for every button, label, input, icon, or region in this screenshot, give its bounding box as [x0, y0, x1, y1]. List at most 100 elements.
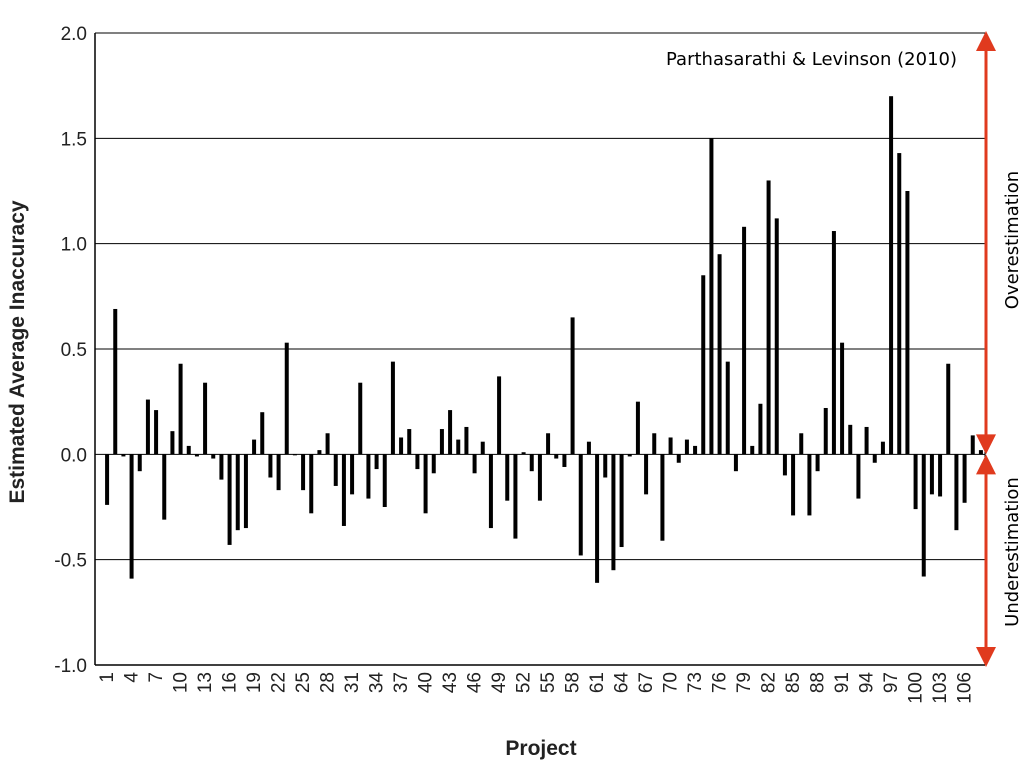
x-tick-label: 76	[710, 672, 731, 693]
x-tick-label: 16	[220, 672, 241, 693]
bar	[382, 454, 387, 507]
y-tick-labels: 2.0 1.5 1.0 0.5 0.0 -0.5 -1.0	[54, 24, 87, 677]
bar	[252, 439, 257, 455]
bar	[864, 426, 869, 455]
bar	[358, 382, 363, 455]
bar	[750, 445, 755, 455]
bar	[913, 454, 918, 510]
bar	[480, 441, 485, 455]
bar	[301, 454, 306, 491]
x-tick-label: 79	[734, 672, 755, 693]
bar	[170, 431, 175, 455]
bar	[676, 454, 681, 463]
bar	[946, 363, 951, 455]
bar	[407, 429, 412, 455]
bar	[611, 454, 616, 571]
bar	[791, 454, 796, 516]
bar	[472, 454, 477, 474]
bar	[154, 410, 159, 455]
x-tick-label: 1	[97, 672, 118, 683]
bar	[546, 433, 551, 455]
bar	[341, 454, 346, 526]
bar	[595, 454, 600, 583]
x-tick-label: 31	[342, 672, 363, 693]
bar	[497, 376, 502, 455]
bar	[742, 226, 747, 455]
bar	[162, 454, 167, 520]
bar	[627, 454, 632, 457]
gridlines	[95, 32, 985, 666]
x-tick-label: 58	[563, 672, 584, 693]
bar	[693, 445, 698, 455]
bar	[292, 454, 297, 456]
bar	[211, 454, 216, 459]
bar	[431, 454, 436, 474]
bar	[439, 429, 444, 455]
bar	[856, 454, 861, 499]
bar	[668, 437, 673, 455]
bar	[390, 361, 395, 455]
x-tick-label: 37	[391, 672, 412, 693]
credit-annotation: Parthasarathi & Levinson (2010)	[666, 49, 957, 70]
x-tick-label: 40	[416, 672, 437, 693]
y-tick-label: 0.5	[61, 340, 87, 361]
bar	[505, 454, 510, 501]
bar	[113, 308, 118, 455]
bar	[554, 454, 559, 459]
annotation-arrows	[976, 31, 996, 667]
bar	[709, 138, 714, 455]
bar	[897, 153, 902, 455]
bar	[684, 439, 689, 455]
overestimation-label: Overestimation	[1002, 171, 1023, 309]
bar	[219, 454, 224, 480]
bar	[782, 454, 787, 476]
bar	[562, 454, 567, 467]
bar	[537, 454, 542, 501]
bar	[276, 454, 281, 491]
x-tick-label: 52	[514, 672, 535, 693]
bar	[880, 441, 885, 455]
x-tick-label: 73	[685, 672, 706, 693]
bar	[350, 454, 355, 495]
y-axis-label: Estimated Average Inaccuracy	[6, 200, 29, 503]
bar	[725, 361, 730, 455]
y-tick-label: 1.0	[61, 235, 87, 256]
bar	[807, 454, 812, 516]
bar	[227, 454, 232, 545]
x-tick-label: 70	[661, 672, 682, 693]
x-tick-label: 7	[146, 672, 167, 683]
x-tick-label: 10	[171, 672, 192, 693]
bar	[717, 254, 722, 455]
x-tick-label: 46	[465, 672, 486, 693]
bar	[260, 412, 265, 455]
bar	[603, 454, 608, 478]
bar	[366, 454, 371, 499]
bar	[766, 180, 771, 455]
bar	[186, 445, 191, 455]
x-tick-label: 25	[293, 672, 314, 693]
bar	[570, 317, 575, 455]
bar	[954, 454, 959, 531]
bar	[840, 342, 845, 455]
bar	[758, 403, 763, 455]
bar	[823, 407, 828, 455]
bar	[309, 454, 314, 514]
overestimation-arrow-head-up	[976, 31, 996, 51]
overestimation-arrow-head-down	[976, 434, 996, 455]
bar	[970, 435, 975, 455]
x-tick-label: 4	[122, 672, 143, 683]
bar	[235, 454, 240, 531]
x-tick-label: 82	[759, 672, 780, 693]
bar	[423, 454, 428, 514]
x-tick-label: 22	[269, 672, 290, 693]
x-tick-label: 88	[808, 672, 829, 693]
underestimation-arrow-head-up	[976, 454, 996, 475]
bar	[464, 426, 469, 455]
x-tick-label: 28	[318, 672, 339, 693]
x-tick-label: 67	[636, 672, 657, 693]
bar	[815, 454, 820, 472]
bar	[799, 433, 804, 455]
bar	[586, 441, 591, 455]
x-tick-label: 106	[955, 672, 976, 704]
x-tick-label: 34	[367, 672, 388, 694]
